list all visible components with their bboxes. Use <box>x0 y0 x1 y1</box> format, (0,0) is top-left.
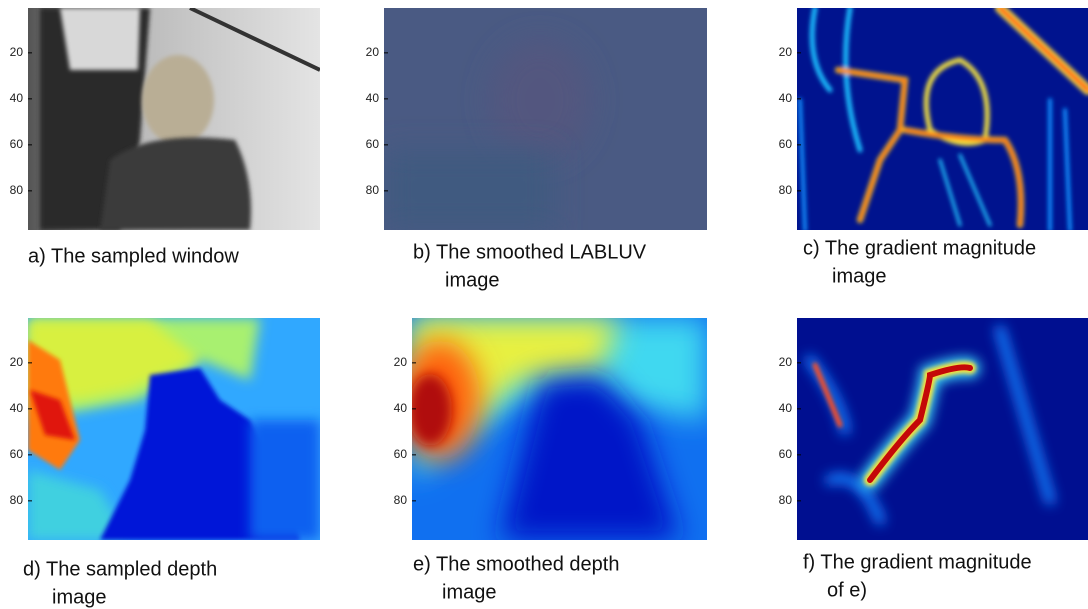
y-tick-label: 80 <box>10 493 24 507</box>
image-e <box>400 318 707 540</box>
image-c <box>797 8 1088 230</box>
caption: image <box>52 586 106 608</box>
y-tick-label: 60 <box>779 137 793 151</box>
caption: image <box>442 581 496 603</box>
image-d <box>28 318 320 540</box>
y-tick-label: 80 <box>10 183 24 197</box>
caption: f) The gradient magnitude <box>803 551 1032 573</box>
y-tick-label: 40 <box>10 401 24 415</box>
caption: image <box>832 265 886 287</box>
y-tick-label: 80 <box>779 183 793 197</box>
image-f <box>797 318 1088 540</box>
y-tick-label: 40 <box>10 91 24 105</box>
caption: c) The gradient magnitude <box>803 237 1036 259</box>
y-tick-label: 60 <box>366 137 380 151</box>
y-tick-label: 20 <box>10 45 24 59</box>
y-tick-label: 60 <box>10 137 24 151</box>
y-tick-label: 80 <box>366 183 380 197</box>
caption: e) The smoothed depth <box>413 553 619 575</box>
y-tick-label: 20 <box>779 355 793 369</box>
y-tick-label: 80 <box>779 493 793 507</box>
figure: 20 40 60 80 a) The sampled window 20 40 60 80 b) … <box>0 0 1088 609</box>
caption: d) The sampled depth <box>23 558 217 580</box>
y-tick-label: 40 <box>779 91 793 105</box>
y-tick-label: 80 <box>394 493 408 507</box>
y-tick-label: 60 <box>10 447 24 461</box>
y-tick-label: 40 <box>366 91 380 105</box>
y-tick-label: 20 <box>779 45 793 59</box>
image-a <box>28 8 320 230</box>
caption: of e) <box>827 579 867 601</box>
caption: a) The sampled window <box>28 245 239 267</box>
caption: image <box>445 269 499 291</box>
caption: b) The smoothed LABLUV <box>413 241 647 263</box>
y-tick-label: 20 <box>394 355 408 369</box>
y-tick-label: 60 <box>394 447 408 461</box>
y-tick-label: 40 <box>394 401 408 415</box>
y-tick-label: 20 <box>10 355 24 369</box>
y-tick-label: 40 <box>779 401 793 415</box>
image-b <box>384 8 707 230</box>
y-tick-label: 20 <box>366 45 380 59</box>
y-tick-label: 60 <box>779 447 793 461</box>
